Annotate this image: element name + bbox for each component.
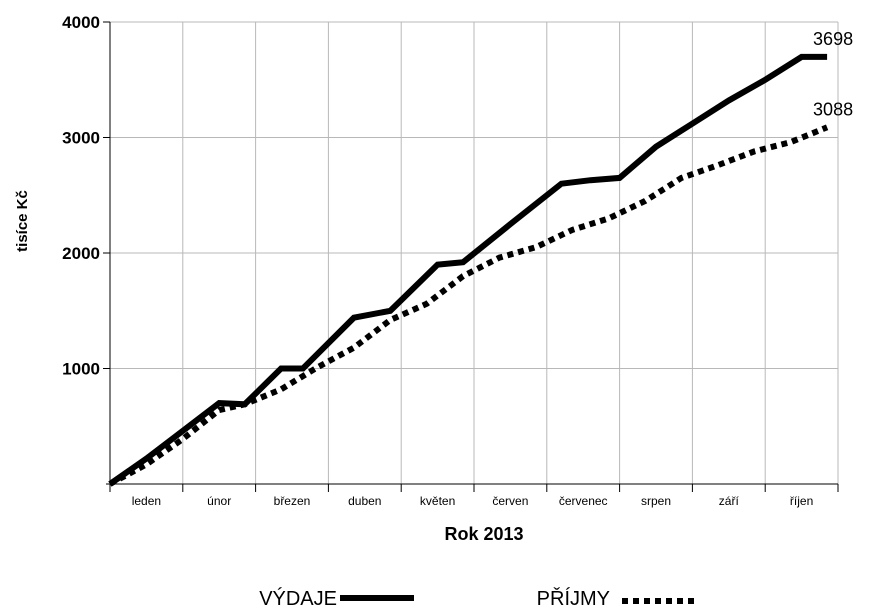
x-tick-label: leden — [132, 494, 161, 508]
data-label-vydaje: 3698 — [813, 29, 853, 49]
x-tick-label: září — [719, 494, 740, 508]
legend-label-vydaje: VÝDAJE — [259, 587, 337, 610]
series-line-prijmy — [108, 124, 829, 487]
y-tick-label: 2000 — [62, 244, 100, 263]
x-axis-ticks: leden únor březen duben květen červen červenec… — [109, 484, 839, 508]
x-tick-label: březen — [274, 494, 311, 508]
x-tick-label: únor — [207, 494, 231, 508]
x-tick-label: červen — [492, 494, 528, 508]
x-tick-label: říjen — [790, 494, 813, 508]
y-axis-ticks: 1000 2000 3000 4000 — [62, 13, 110, 379]
x-tick-label: červenec — [559, 494, 608, 508]
legend: VÝDAJE PŘÍJMY — [259, 587, 695, 610]
x-tick-label: duben — [348, 494, 381, 508]
series-line-vydaje — [108, 53, 828, 487]
y-tick-label: 4000 — [62, 13, 100, 32]
legend-label-prijmy: PŘÍJMY — [537, 587, 610, 610]
x-axis-title: Rok 2013 — [444, 524, 523, 544]
y-tick-label: 3000 — [62, 129, 100, 148]
y-tick-label: 1000 — [62, 360, 100, 379]
series-lines — [108, 53, 829, 487]
x-tick-label: květen — [420, 494, 455, 508]
y-axis-title: tisíce Kč — [14, 190, 31, 252]
data-label-prijmy: 3088 — [813, 99, 853, 119]
end-labels: 3698 3088 — [813, 29, 853, 119]
x-tick-label: srpen — [641, 494, 671, 508]
